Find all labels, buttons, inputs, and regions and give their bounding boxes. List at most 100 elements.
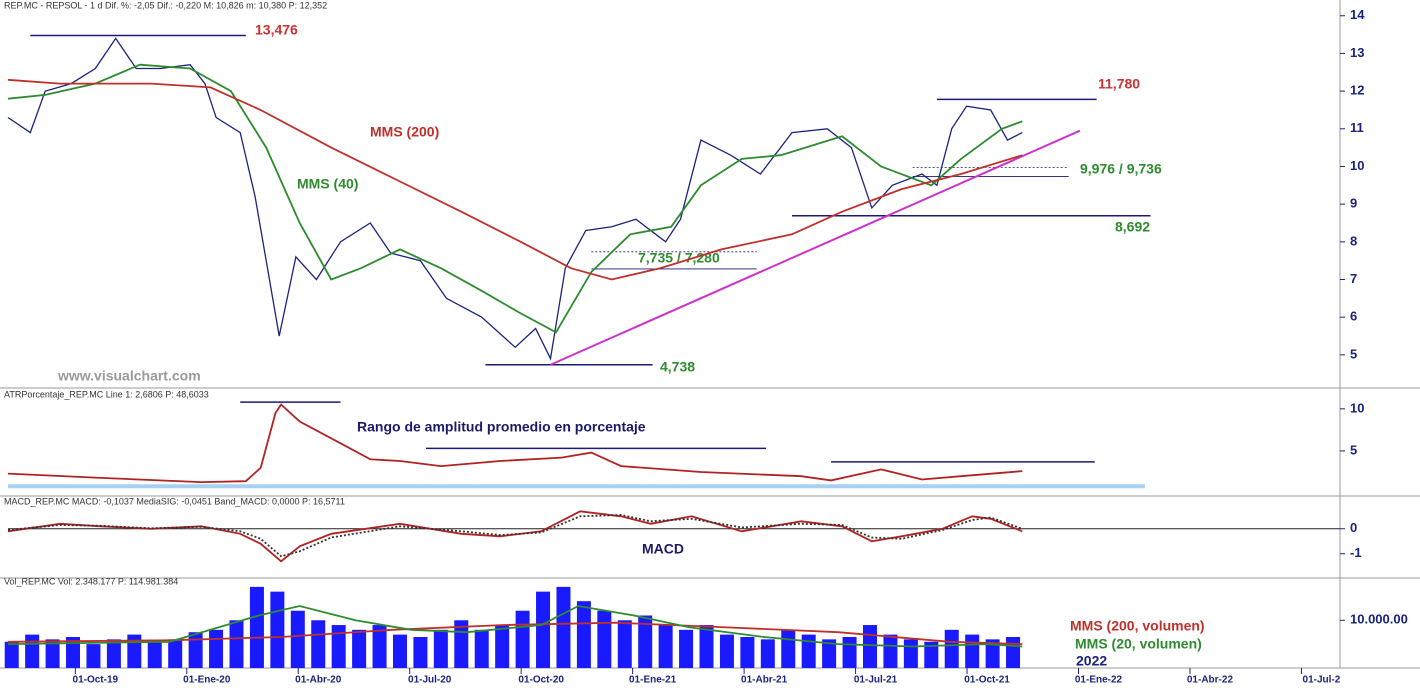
volume-bar — [495, 625, 510, 668]
volume-bar — [270, 591, 285, 668]
series-line — [7, 514, 1023, 558]
volume-bar — [903, 639, 918, 668]
panel-header: ATRPorcentaje_REP.MC Line 1: 2,6806 P: 4… — [4, 389, 209, 399]
volume-bar — [597, 610, 612, 668]
level-label: 11,780 — [1098, 76, 1140, 92]
y-tick-label: 5 — [1350, 442, 1357, 457]
series-line — [7, 605, 1023, 648]
volume-bar — [331, 625, 346, 668]
y-tick-label: 10.000.00 — [1350, 612, 1408, 627]
y-tick-label: -1 — [1350, 545, 1362, 560]
volume-bar — [924, 641, 939, 668]
level-label: 7,735 / 7,280 — [638, 250, 720, 266]
x-tick-label: 01-Abr-20 — [295, 675, 342, 686]
volume-bar — [413, 636, 428, 668]
y-tick-label: 10 — [1350, 400, 1364, 415]
volume-bar — [45, 639, 60, 668]
volume-bar — [66, 636, 81, 668]
volume-bar — [147, 641, 162, 668]
volume-bar — [25, 634, 40, 668]
volume-bar — [556, 586, 571, 668]
series-line — [7, 78, 1023, 281]
level-label: 13,476 — [255, 22, 298, 38]
x-tick-label: 01-Ene-22 — [1075, 675, 1123, 686]
volume-bar — [985, 639, 1000, 668]
x-tick-label: 01-Abr-22 — [1187, 675, 1234, 686]
y-tick-label: 7 — [1350, 271, 1357, 286]
volume-bar — [1006, 636, 1021, 668]
volume-bar — [862, 625, 877, 668]
volume-bar — [290, 610, 305, 668]
x-tick-label: 01-Jul-21 — [854, 675, 898, 686]
x-tick-label: 01-Ene-21 — [629, 675, 677, 686]
series-line — [7, 621, 1023, 645]
annotation: MACD — [642, 541, 684, 557]
volume-bar — [474, 629, 489, 668]
y-tick-label: 12 — [1350, 83, 1364, 98]
panel-header: Vol_REP.MC Vol: 2.348.177 P: 114.981.384 — [4, 576, 178, 586]
series-line — [7, 37, 1023, 361]
x-tick-label: 01-Jul-20 — [408, 675, 452, 686]
volume-bar — [740, 636, 755, 668]
series-line — [7, 63, 1023, 334]
legend-label: MMS (20, volumen) — [1075, 636, 1202, 652]
volume-bar — [106, 639, 121, 668]
x-tick-label: 01-Oct-19 — [73, 675, 119, 686]
annotation: 2022 — [1076, 653, 1107, 669]
volume-bar — [352, 629, 367, 668]
volume-bar — [433, 629, 448, 668]
y-tick-label: 8 — [1350, 233, 1357, 248]
volume-bar — [168, 639, 183, 668]
y-tick-label: 14 — [1350, 7, 1365, 22]
volume-bar — [86, 644, 101, 668]
volume-bar — [536, 591, 551, 668]
x-tick-label: 01-Abr-21 — [741, 675, 788, 686]
y-tick-label: 5 — [1350, 346, 1357, 361]
volume-bar — [392, 634, 407, 668]
volume-bar — [372, 625, 387, 668]
volume-bar — [842, 636, 857, 668]
volume-bar — [822, 639, 837, 668]
volume-bar — [4, 641, 19, 668]
volume-bar — [801, 634, 816, 668]
y-tick-label: 9 — [1350, 196, 1357, 211]
volume-bar — [311, 620, 326, 668]
y-tick-label: 0 — [1350, 520, 1357, 535]
volume-bar — [658, 625, 673, 668]
level-label: 8,692 — [1115, 219, 1150, 235]
series-label: MMS (40) — [297, 176, 358, 192]
legend-label: MMS (200, volumen) — [1070, 618, 1205, 634]
level-label: 4,738 — [660, 359, 695, 375]
x-tick-label: 01-Oct-21 — [964, 675, 1010, 686]
y-tick-label: 6 — [1350, 309, 1357, 324]
trend-line — [550, 129, 1081, 366]
y-tick-label: 11 — [1350, 120, 1364, 135]
volume-bar — [229, 620, 244, 668]
x-tick-label: 01-Ene-20 — [183, 675, 231, 686]
volume-bar — [515, 610, 530, 668]
volume-bar — [249, 586, 264, 668]
volume-bar — [679, 629, 694, 668]
volume-bar — [188, 632, 203, 668]
volume-bar — [127, 634, 142, 668]
volume-bar — [760, 639, 775, 668]
volume-bar — [719, 634, 734, 668]
volume-bar — [638, 615, 653, 668]
annotation: www.visualchart.com — [57, 368, 201, 384]
panel-header: REP.MC - REPSOL - 1 d Dif. %: -2,05 Dif.… — [4, 0, 327, 10]
level-label: 9,976 / 9,736 — [1080, 161, 1162, 177]
series-label: MMS (200) — [370, 124, 439, 140]
y-tick-label: 13 — [1350, 45, 1364, 60]
y-tick-label: 10 — [1350, 158, 1364, 173]
volume-bar — [944, 629, 959, 668]
panel-header: MACD_REP.MC MACD: -0,1037 MediaSIG: -0,0… — [4, 496, 345, 506]
volume-bar — [965, 634, 980, 668]
x-tick-label: 01-Oct-20 — [518, 675, 564, 686]
volume-bar — [209, 629, 224, 668]
x-tick-label: 01-Jul-2 — [1303, 675, 1341, 686]
volume-bar — [576, 601, 591, 668]
series-line — [7, 403, 1023, 484]
volume-bar — [699, 625, 714, 668]
